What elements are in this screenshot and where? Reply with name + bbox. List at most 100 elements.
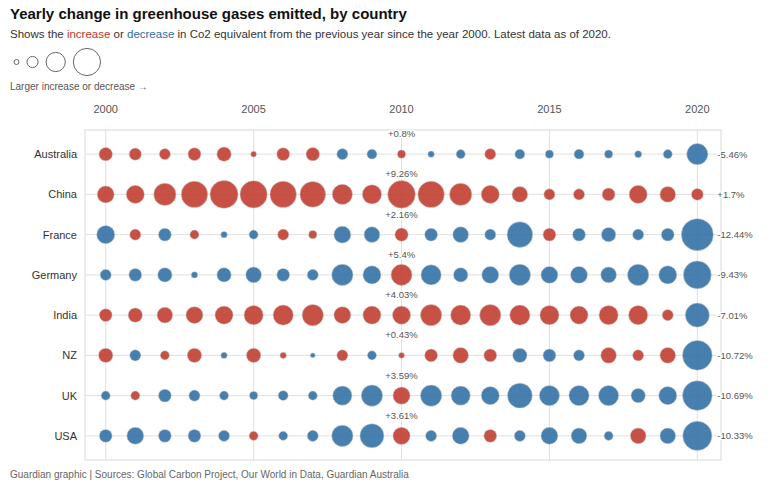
value-label: -12.44% [717,229,753,240]
bubble [240,181,267,208]
bubble [388,181,416,209]
value-label: +1.7% [717,189,745,200]
bubble [545,150,553,158]
bubble [251,151,257,157]
bubble [280,352,286,358]
bubble [279,431,288,440]
bubble [660,187,676,203]
bubble [633,229,644,240]
bubble [188,148,201,161]
value-label: +2.16% [385,209,418,220]
bubble [599,305,618,324]
value-label: +3.61% [385,410,418,421]
bubble [332,264,353,285]
bubble [333,386,352,405]
bubble [629,185,647,203]
bubble [337,350,348,361]
bubble [130,350,141,361]
bubble [277,268,290,281]
bubble [574,149,584,159]
bubble [393,427,410,444]
y-tick-label: USA [54,430,77,442]
value-labels: +0.8%-5.46%+9.26%+1.7%+2.16%-12.44%+5.4%… [385,128,753,441]
bubble [361,385,382,406]
bubble [510,305,530,325]
bubble [310,353,315,358]
bubble [278,391,288,401]
bubble [540,305,559,324]
grid-line-x [253,130,254,460]
bubble [392,306,410,324]
bubble [452,427,469,444]
bubble [426,430,437,441]
bubble [573,189,584,200]
value-label: -7.01% [717,310,748,321]
bubble [210,180,238,208]
bubble [218,430,229,441]
bubble [129,268,142,281]
bubble [131,391,140,400]
bubble [512,187,528,203]
bubble [481,387,499,405]
bubble [485,149,496,160]
bubble [507,222,533,248]
bubble [221,231,227,237]
bubble [99,429,112,442]
bubble [181,181,207,207]
y-tick-label: Australia [34,148,78,160]
bubble [660,348,676,364]
x-tick-label: 2000 [93,103,117,115]
bubble [246,348,260,362]
subtitle-part: or [110,28,127,40]
bubble [602,188,615,201]
bubble [190,230,199,239]
bubble [278,229,289,240]
bubble [395,228,408,241]
bubbles [97,144,714,451]
plot-frame [85,130,721,460]
bubble [420,385,441,406]
bubble [681,219,713,251]
bubble [659,266,677,284]
bubble [515,149,525,159]
bubble [453,348,469,364]
bubble [363,306,381,324]
size-legend: Larger increase or decrease → [10,48,148,92]
x-tick-label: 2015 [537,103,561,115]
x-axis: 20002005201020152020 [93,103,709,115]
subtitle-part: decrease [127,28,174,40]
bubble [101,391,110,400]
bubble [334,307,351,324]
y-tick-label: Germany [32,269,78,281]
subtitle-part: Shows the [10,28,67,40]
bubble [364,227,380,243]
bubble [480,304,501,325]
value-label: -10.69% [717,390,753,401]
bubble [360,424,384,448]
bubble [573,350,584,361]
bubble [630,428,646,444]
bubble [539,385,559,405]
bubble [307,430,318,441]
size-legend-label: Larger increase or decrease → [10,81,148,92]
bubble [428,151,434,157]
bubble [683,381,713,411]
bubble [157,307,173,323]
bubble [543,228,556,241]
bubble [635,151,642,158]
bubble [337,149,348,160]
bubble [573,228,586,241]
bubble [598,385,618,405]
bubble [507,383,532,408]
bubble [367,351,376,360]
bubble [421,265,441,285]
background [0,0,771,484]
bubble [631,388,645,402]
value-label: -5.46% [717,149,748,160]
bubble [605,150,613,158]
bubble [273,305,293,325]
bubble [541,427,558,444]
y-axis: AustraliaChinaFranceGermanyIndiaNZUKUSA [32,148,78,442]
y-tick-label: NZ [62,349,77,361]
bubble [332,184,352,204]
